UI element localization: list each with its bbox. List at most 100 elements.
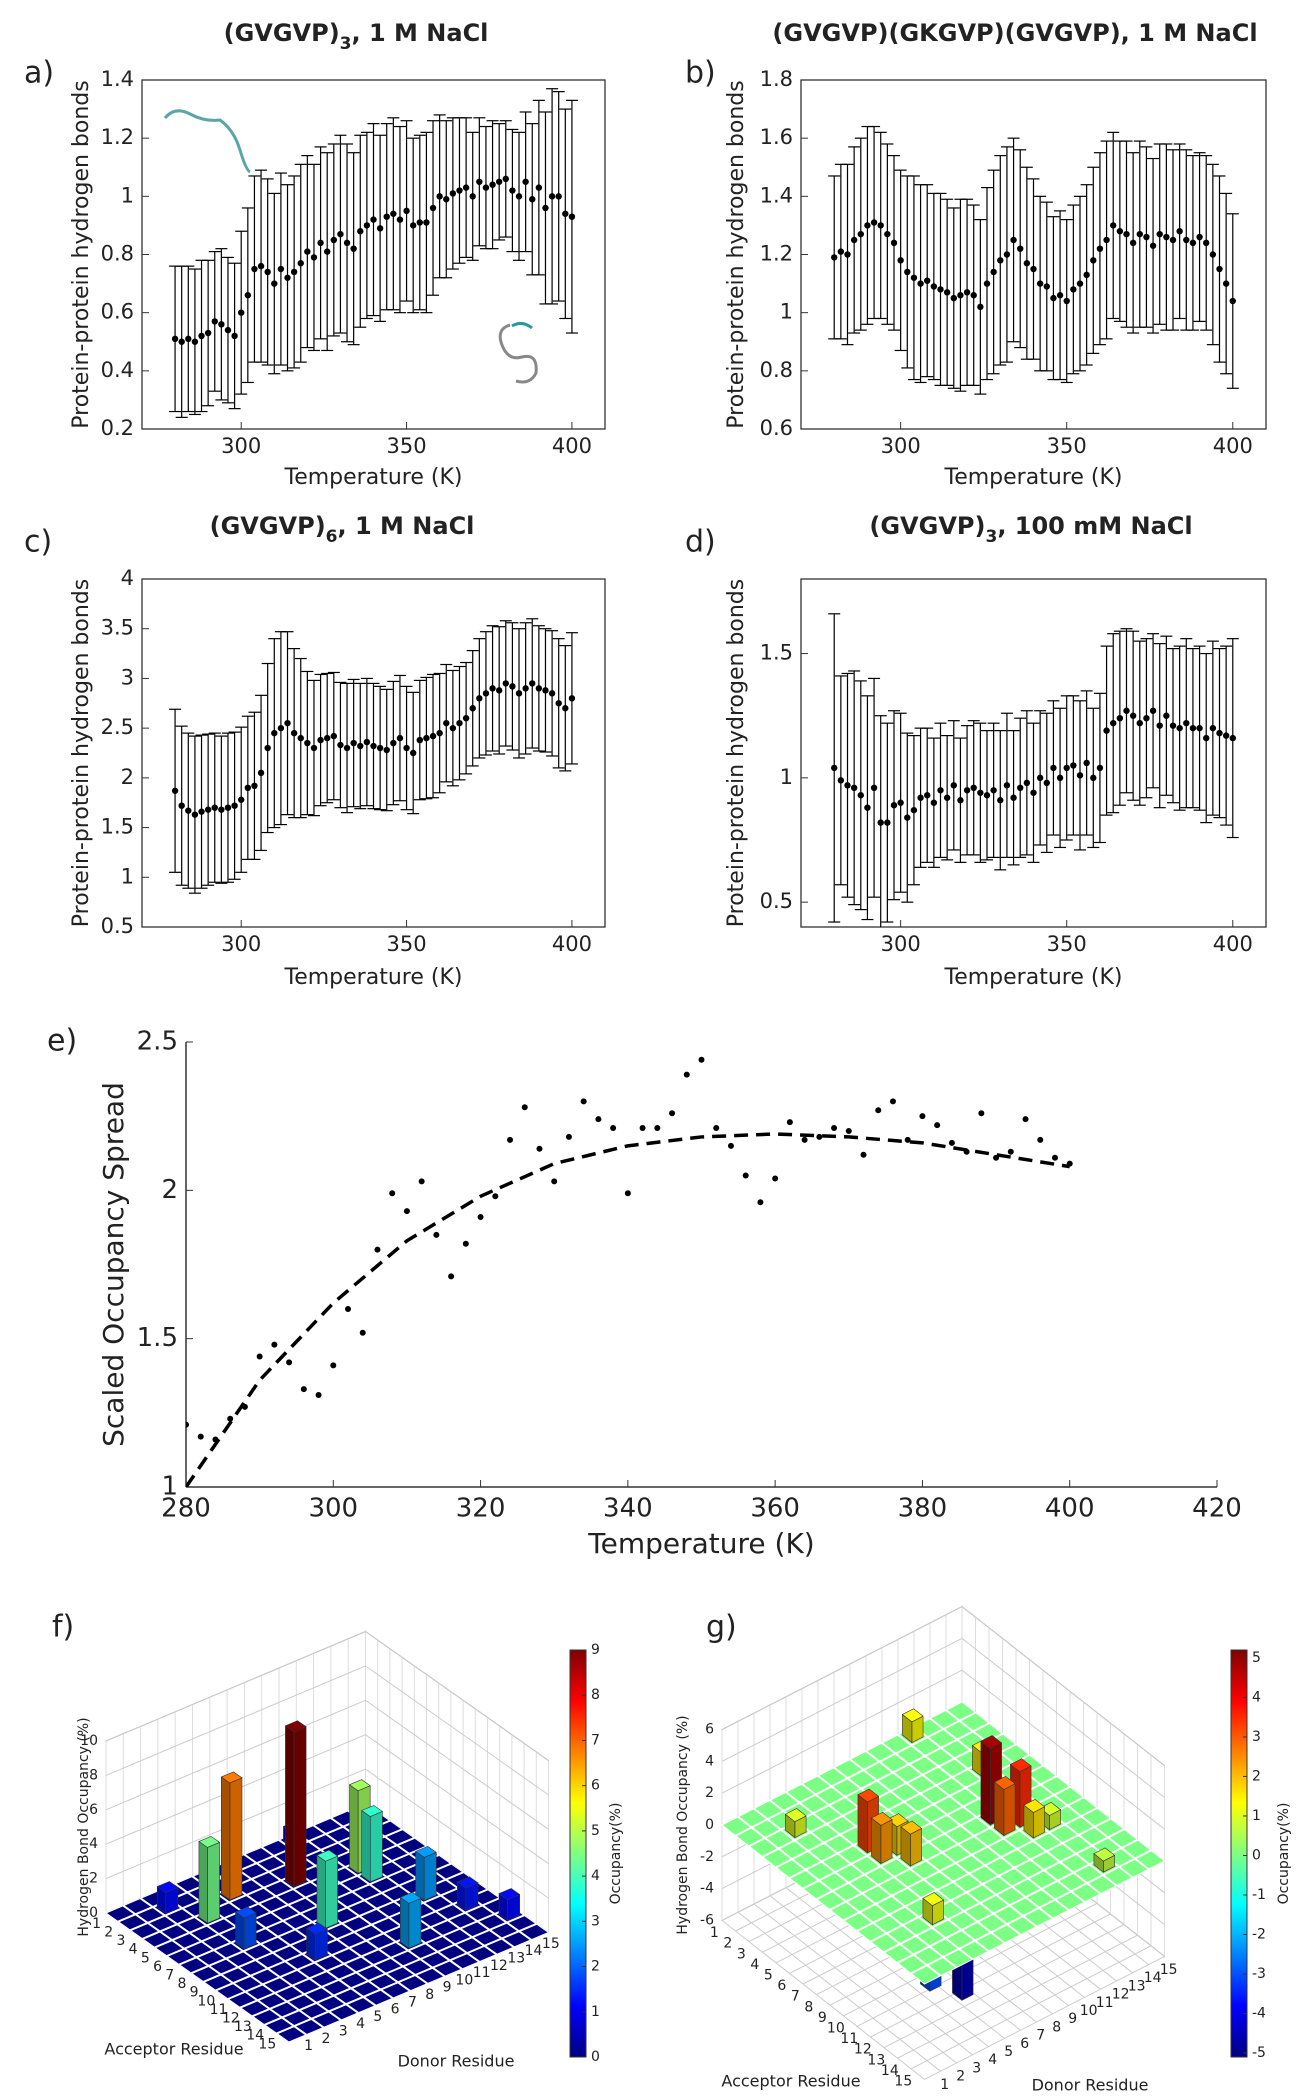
bar-face xyxy=(408,1897,422,1949)
bar xyxy=(156,1881,179,1914)
data-point xyxy=(218,321,225,328)
z-grid-line xyxy=(721,1606,1165,1766)
data-point xyxy=(669,1110,676,1117)
y-tick-label: 1.5 xyxy=(101,815,134,839)
data-point xyxy=(469,193,476,200)
data-point xyxy=(897,799,904,806)
data-point xyxy=(390,739,397,747)
y-tick-label: 10 xyxy=(455,1972,473,1988)
z-axis-label: Hydrogen Bond Occupancy (%) xyxy=(675,1715,691,1934)
bar-face xyxy=(221,1776,231,1901)
data-point xyxy=(376,225,384,232)
data-point xyxy=(1003,782,1011,789)
data-point xyxy=(1163,233,1170,241)
y-tick-label: 11 xyxy=(473,1965,491,1981)
x-tick-label: 400 xyxy=(552,932,592,956)
y-tick-label: 4 xyxy=(988,2052,997,2068)
data-point xyxy=(1103,727,1110,734)
data-point xyxy=(595,1116,602,1123)
data-point xyxy=(436,729,443,737)
data-point xyxy=(509,683,516,690)
data-point xyxy=(476,695,483,702)
y-tick-label: 1.5 xyxy=(137,1323,178,1353)
x-axis-label: Temperature (K) xyxy=(944,465,1123,490)
bar xyxy=(361,1805,383,1883)
data-point xyxy=(436,193,443,200)
x-tick-label: 7 xyxy=(165,1967,174,1983)
floor-grid xyxy=(870,1913,1111,2038)
data-point xyxy=(963,787,971,794)
data-point xyxy=(449,724,457,732)
y-tick-label: 13 xyxy=(1128,1978,1146,1994)
x-tick-label: 10 xyxy=(197,1993,215,2009)
title-part: 6 xyxy=(326,527,338,547)
plot-frame xyxy=(141,578,606,928)
y-tick-label: 0.2 xyxy=(101,416,134,440)
data-point xyxy=(683,1071,690,1078)
data-point xyxy=(1076,280,1084,287)
data-point xyxy=(864,222,871,229)
protein-inset xyxy=(163,109,538,384)
y-tick-label: 1 xyxy=(121,864,134,888)
bar-face xyxy=(980,1735,1003,1750)
data-point xyxy=(1010,794,1017,801)
data-point xyxy=(1007,1148,1014,1155)
data-point xyxy=(423,734,430,742)
data-point xyxy=(924,792,931,799)
plane-grid xyxy=(801,1783,1006,1944)
colorbar-tick-label: 2 xyxy=(591,1959,600,1975)
data-point xyxy=(1209,724,1217,732)
y-axis-label: Protein-protein hydrogen bonds xyxy=(724,579,749,927)
bar-face xyxy=(880,1819,893,1865)
colorbar-tick-label: 4 xyxy=(591,1868,600,1884)
x-tick-label: 15 xyxy=(894,2073,912,2089)
data-point xyxy=(383,746,390,754)
x-tick-label: 350 xyxy=(1047,434,1087,458)
data-point xyxy=(1050,294,1057,302)
data-point xyxy=(1222,732,1230,739)
data-point xyxy=(310,254,318,261)
data-point xyxy=(416,219,423,226)
z-tick-label: 0 xyxy=(89,1905,98,1921)
data-point xyxy=(310,744,318,752)
data-point xyxy=(1196,724,1203,732)
z-grid-line xyxy=(105,1734,549,1865)
panel-label: d) xyxy=(685,525,716,560)
data-point xyxy=(1103,236,1110,244)
y-axis-label: Donor Residue xyxy=(1032,2076,1149,2095)
data-point xyxy=(337,741,344,749)
data-point xyxy=(1043,283,1050,290)
x-tick-label: 300 xyxy=(221,434,261,458)
data-point xyxy=(502,680,509,687)
x-tick-label: 4 xyxy=(750,1957,759,1973)
bar-face xyxy=(399,1891,422,1904)
x-tick-label: 13 xyxy=(234,2019,252,2035)
data-point xyxy=(297,260,304,267)
plane-grid xyxy=(276,1922,537,2035)
data-point xyxy=(1063,764,1070,772)
data-point xyxy=(977,303,984,311)
x-tick-label: 12 xyxy=(854,2042,872,2058)
bar-face xyxy=(1023,1799,1046,1813)
title-part: , 100 mM NaCl xyxy=(997,512,1192,540)
data-point xyxy=(884,819,891,826)
x-axis-label: Temperature (K) xyxy=(284,465,463,490)
data-point xyxy=(919,1113,926,1120)
data-point xyxy=(943,794,951,801)
z-grid-line xyxy=(721,1669,1165,1830)
data-point xyxy=(515,690,523,697)
data-point xyxy=(297,734,304,742)
plot-layer xyxy=(169,88,578,418)
data-point xyxy=(535,685,543,692)
inset-chain xyxy=(511,321,533,330)
floor-grid xyxy=(897,1934,1138,2059)
data-point xyxy=(904,268,911,276)
bar xyxy=(234,1906,257,1950)
data-point xyxy=(1051,1154,1058,1161)
z-tick-label: 8 xyxy=(89,1767,98,1783)
bar-face xyxy=(922,1892,945,1907)
bar xyxy=(415,1845,437,1901)
data-point xyxy=(1169,722,1177,729)
panel-label: e) xyxy=(47,1024,77,1059)
data-point xyxy=(1203,734,1210,742)
